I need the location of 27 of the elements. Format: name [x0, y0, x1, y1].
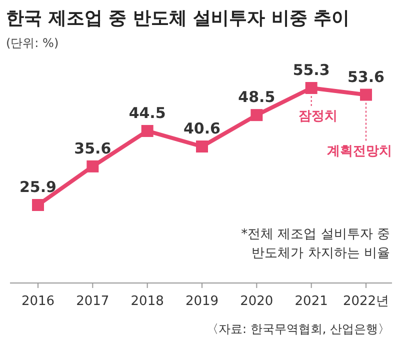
- data-label: 48.5: [238, 88, 276, 106]
- x-tick-label: 2017: [76, 294, 110, 309]
- point: [32, 199, 44, 211]
- x-tick-label: 2020: [240, 294, 274, 309]
- point: [250, 109, 263, 122]
- point: [86, 160, 99, 172]
- data-label: 44.5: [128, 104, 166, 122]
- point: [141, 124, 154, 137]
- data-label: 55.3: [292, 61, 330, 79]
- data-label: 35.6: [74, 139, 112, 158]
- chart-subtitle: (단위: %): [6, 36, 59, 50]
- x-tick-label: 2021: [294, 294, 328, 309]
- chart-title: 한국 제조업 중 반도체 설비투자 비중 추이: [6, 8, 350, 29]
- data-label: 53.6: [347, 68, 385, 86]
- x-tick-label: 2016: [21, 294, 55, 309]
- data-label: 25.9: [19, 178, 57, 196]
- point: [305, 82, 318, 94]
- point: [196, 140, 208, 152]
- x-tick-label: 2019: [185, 294, 219, 309]
- x-tick-label: 2018: [130, 294, 164, 309]
- annotation: 잠정치: [298, 109, 338, 124]
- x-tick-label: 2022년: [342, 294, 390, 309]
- point: [360, 88, 372, 101]
- text: *전체 제조업 설비투자 중 반도체가 차지하는 비율: [241, 227, 390, 261]
- data-label: 40.6: [183, 120, 221, 138]
- text: 〈자료: 한국무역협회, 산업은행〉: [206, 322, 390, 336]
- annotation: 계획전망치: [327, 144, 392, 159]
